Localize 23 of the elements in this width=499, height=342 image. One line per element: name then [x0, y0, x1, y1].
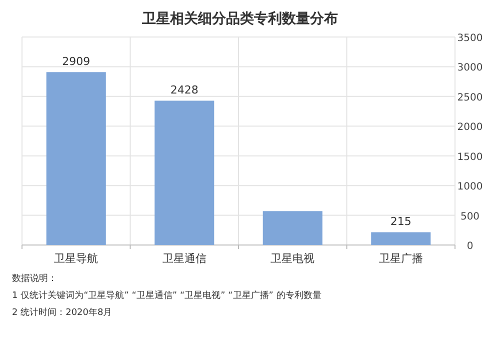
y-tick-label: 0	[466, 241, 474, 252]
y-tick-label: 1500	[457, 152, 483, 163]
bar	[262, 211, 322, 245]
y-tick-label: 2500	[457, 92, 483, 104]
y-tick-label: 500	[460, 211, 480, 222]
data-label: 2428	[170, 84, 198, 97]
y-tick-label: 2000	[457, 122, 483, 134]
y-tick-label: 3000	[457, 62, 483, 74]
text: 1 仅统计关键词为“卫星导航” “卫星通信” “卫星电视” “卫星广播” 的专利数量	[12, 290, 322, 301]
x-tick-label: 卫星广播	[378, 252, 423, 265]
data-label: 2909	[62, 55, 90, 68]
data-label: 215	[390, 215, 412, 228]
text: 2 统计时间：2020年8月	[12, 307, 112, 318]
bar	[371, 232, 431, 245]
y-tick-label: 3500	[457, 33, 483, 44]
x-tick-label: 卫星通信	[162, 252, 206, 265]
x-tick-label: 卫星电视	[270, 252, 315, 265]
text: 数据说明：	[12, 273, 57, 284]
x-tick-label: 卫星导航	[54, 252, 98, 265]
chart-title: 卫星相关细分品类专利数量分布	[141, 10, 338, 27]
y-tick-label: 1000	[457, 182, 483, 193]
bar	[46, 72, 106, 245]
bar	[154, 100, 214, 245]
